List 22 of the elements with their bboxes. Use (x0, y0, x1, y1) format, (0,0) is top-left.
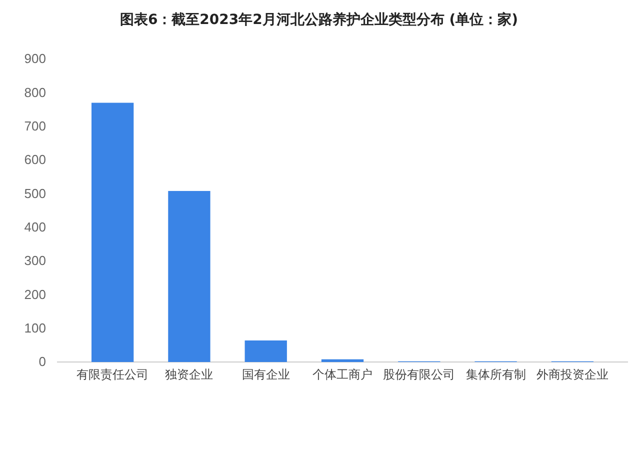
bar (91, 102, 134, 362)
bar (168, 190, 210, 362)
x-tick-label: 集体所有制 (466, 368, 526, 382)
y-tick-label: 100 (24, 320, 46, 336)
bar (244, 340, 287, 362)
y-tick-label: 600 (24, 152, 46, 168)
x-tick-label: 国有企业 (242, 368, 290, 382)
y-tick-label: 200 (24, 286, 46, 302)
y-tick-label: 800 (24, 84, 46, 100)
x-tick-label: 外商投资企业 (536, 368, 608, 382)
y-tick-label: 0 (38, 354, 46, 370)
y-tick-label: 700 (24, 118, 46, 134)
x-tick-label: 独资企业 (165, 368, 214, 382)
bar (321, 359, 364, 362)
x-tick-label: 有限责任公司 (76, 368, 149, 382)
x-tick-label: 个体工商户 (312, 368, 372, 382)
y-tick-label: 300 (24, 253, 46, 268)
y-tick-label: 500 (24, 186, 46, 201)
x-tick-label: 股份有限公司 (383, 368, 456, 382)
y-tick-label: 400 (24, 219, 46, 234)
y-tick-label: 900 (24, 51, 46, 66)
chart-title: 图表6：截至2023年2月河北公路养护企业类型分布 (单位：家) (120, 11, 518, 28)
